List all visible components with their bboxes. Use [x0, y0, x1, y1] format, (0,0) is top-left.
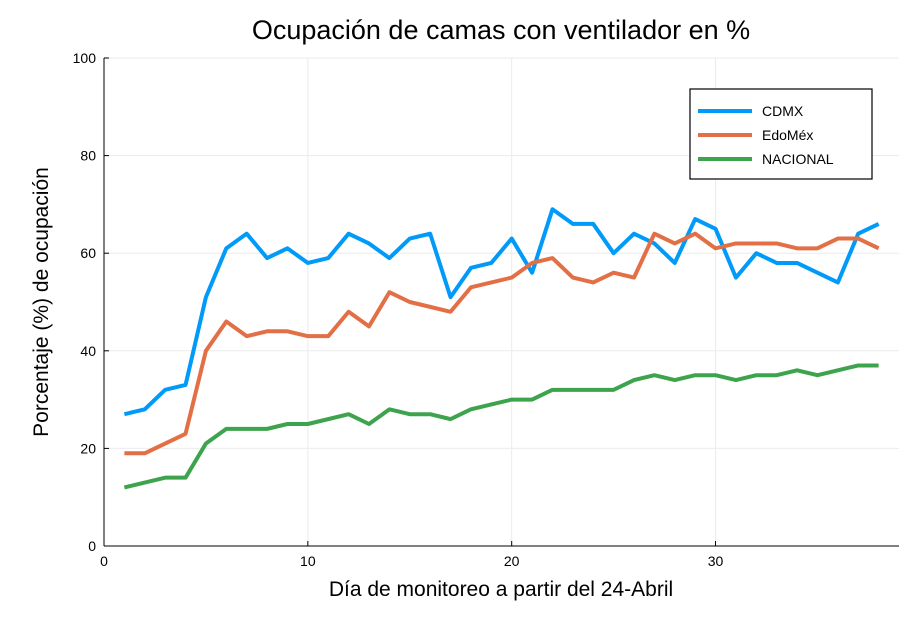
series-line-cdmx: [123, 207, 880, 417]
y-tick-label: 20: [80, 440, 96, 456]
legend-label-nacional: NACIONAL: [762, 151, 834, 167]
x-tick-label: 20: [504, 553, 520, 569]
y-tick-label: 100: [73, 50, 97, 66]
legend: CDMX EdoMéx NACIONAL: [689, 88, 873, 180]
axes: [103, 57, 899, 547]
x-tick-label: 0: [100, 553, 108, 569]
series-line-nacional: [123, 363, 879, 490]
tick-labels: 0 10 20 30 0 20 40 60 80 100: [73, 50, 724, 569]
y-tick-label: 0: [88, 538, 96, 554]
x-tick-label: 30: [708, 553, 724, 569]
chart-title: Ocupación de camas con ventilador en %: [252, 15, 750, 45]
y-tick-label: 40: [80, 343, 96, 359]
y-tick-label: 80: [80, 148, 96, 164]
y-axis-label: Porcentaje (%) de ocupación: [30, 167, 53, 437]
x-axis-label: Día de monitoreo a partir del 24-Abril: [329, 578, 673, 601]
legend-label-cdmx: CDMX: [762, 103, 804, 119]
y-tick-label: 60: [80, 245, 96, 261]
series-lines: [123, 207, 880, 490]
x-tick-label: 10: [300, 553, 316, 569]
legend-label-edom-x: EdoMéx: [762, 127, 813, 143]
series-line-edom-x: [124, 231, 880, 456]
